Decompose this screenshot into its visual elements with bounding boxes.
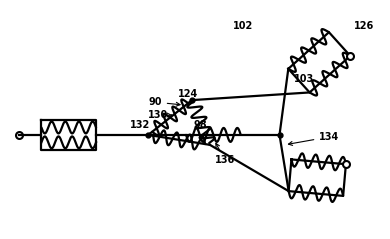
Text: 130: 130 bbox=[148, 110, 172, 120]
Text: 102: 102 bbox=[233, 21, 253, 31]
Text: 124: 124 bbox=[178, 89, 199, 99]
Text: 90: 90 bbox=[148, 97, 180, 107]
Text: 98: 98 bbox=[193, 120, 207, 130]
Text: 103: 103 bbox=[294, 74, 315, 84]
Text: 134: 134 bbox=[289, 132, 340, 145]
Text: 136: 136 bbox=[215, 143, 235, 165]
Text: 132: 132 bbox=[130, 120, 151, 130]
Text: 126: 126 bbox=[354, 21, 374, 31]
